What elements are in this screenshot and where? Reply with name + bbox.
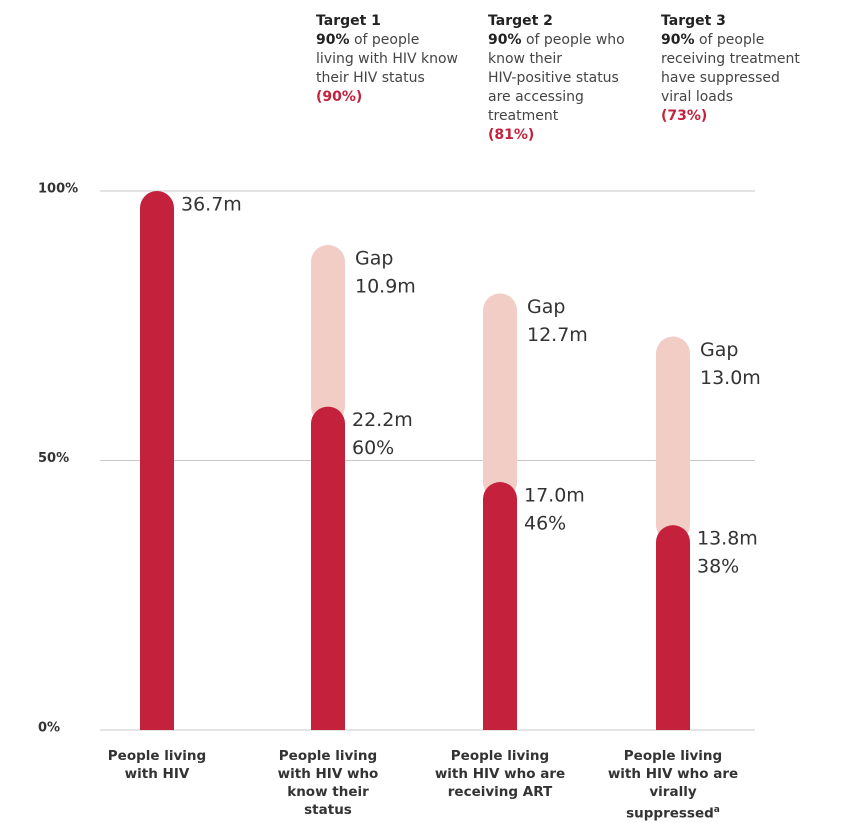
- target-line: 90% of people: [661, 31, 800, 50]
- category-text: People living with HIV who are receiving…: [434, 748, 566, 800]
- target-note: Target 2 90% of people who know their HIV-p…: [488, 12, 625, 145]
- target-text: HIV-positive status: [488, 70, 619, 86]
- y-tick-label: 0%: [38, 721, 60, 736]
- target-line: viral loads: [661, 88, 800, 107]
- achieved-bar: [656, 525, 690, 730]
- count-label: 22.2m: [352, 409, 413, 431]
- value-label: 60%: [352, 437, 394, 459]
- target-lead: 90%: [661, 32, 695, 48]
- achieved-bar: [311, 406, 345, 730]
- gap-label: Gap: [700, 339, 738, 361]
- gap-count: 10.9m: [355, 275, 416, 297]
- count-label: 13.8m: [697, 528, 758, 550]
- target-line: have suppressed: [661, 69, 800, 88]
- x-tick-label: People living with HIV who are receiving…: [434, 747, 566, 801]
- target-note: Target 1 90% of people living with HIV kno…: [316, 12, 458, 107]
- x-tick-label: People living with HIV who are virally s…: [607, 747, 739, 823]
- target-line: living with HIV know: [316, 50, 458, 69]
- target-text: have suppressed: [661, 70, 780, 86]
- count-label: 17.0m: [524, 485, 585, 507]
- footnote-marker: a: [713, 805, 720, 815]
- gap-bar: [311, 244, 345, 424]
- target-text: of people who: [525, 32, 625, 48]
- target-result: (81%): [488, 127, 535, 143]
- category-text: People living with HIV: [107, 748, 207, 782]
- target-line: know their: [488, 50, 625, 69]
- gap-label: Gap: [527, 296, 565, 318]
- target-text: living with HIV know: [316, 51, 458, 67]
- target-title: Target 1: [316, 13, 381, 29]
- target-result: (73%): [661, 108, 708, 124]
- target-line: 90% of people: [316, 31, 458, 50]
- gap-count: 12.7m: [527, 324, 588, 346]
- target-text: know their: [488, 51, 563, 67]
- target-text: of people: [353, 32, 420, 48]
- gap-label: Gap: [355, 247, 393, 269]
- y-tick-label: 50%: [38, 451, 69, 466]
- gap-count: 13.0m: [700, 367, 761, 389]
- target-lead: 90%: [316, 32, 350, 48]
- target-line: 90% of people who: [488, 31, 625, 50]
- gap-bar: [483, 293, 517, 500]
- x-tick-label: People living with HIV: [102, 747, 212, 783]
- target-title: Target 3: [661, 13, 726, 29]
- target-lead: 90%: [488, 32, 522, 48]
- gap-bar: [656, 336, 690, 543]
- target-text: of people: [698, 32, 765, 48]
- target-text: receiving treatment: [661, 51, 800, 67]
- value-label: 46%: [524, 513, 566, 535]
- target-line: receiving treatment: [661, 50, 800, 69]
- target-line: HIV-positive status: [488, 69, 625, 88]
- count-label: 36.7m: [181, 194, 242, 216]
- target-note: Target 3 90% of people receiving treatment…: [661, 12, 800, 126]
- target-line: their HIV status: [316, 69, 458, 88]
- target-result: (90%): [316, 89, 363, 105]
- target-line: treatment: [488, 107, 625, 126]
- target-text: are accessing: [488, 89, 584, 105]
- x-tick-label: People living with HIV who know their st…: [262, 747, 394, 819]
- achieved-bar: [140, 191, 174, 730]
- y-tick-label: 100%: [38, 182, 78, 197]
- value-label: 38%: [697, 556, 739, 578]
- target-text: their HIV status: [316, 70, 425, 86]
- target-text: viral loads: [661, 89, 734, 105]
- category-text: People living with HIV who know their st…: [277, 748, 379, 818]
- target-title: Target 2: [488, 13, 553, 29]
- target-text: treatment: [488, 108, 559, 124]
- achieved-bar: [483, 482, 517, 730]
- target-line: are accessing: [488, 88, 625, 107]
